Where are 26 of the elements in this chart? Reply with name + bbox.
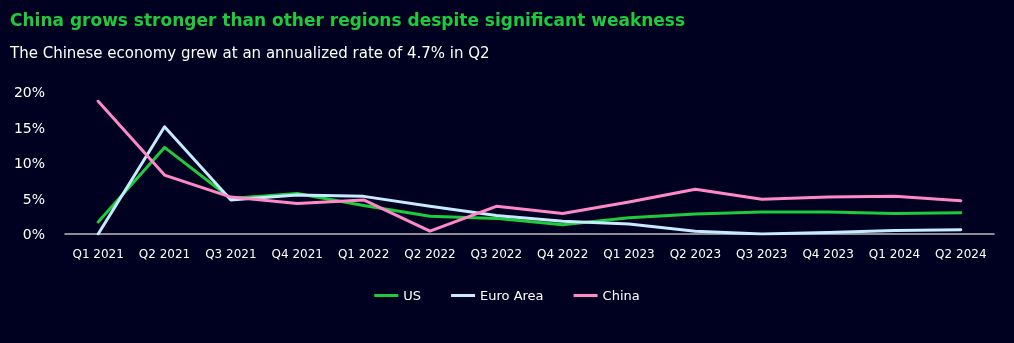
y-tick-label: 10% xyxy=(13,155,45,171)
x-tick-label: Q4 2023 xyxy=(802,247,854,261)
x-tick-label: Q4 2022 xyxy=(536,247,589,261)
legend-label: China xyxy=(602,288,640,303)
chart-subtitle: The Chinese economy grew at an annualized rate of 4.7% in Q2 xyxy=(9,43,490,62)
line-series xyxy=(96,99,963,233)
x-tick-label: Q1 2023 xyxy=(603,247,655,261)
y-tick-label: 15% xyxy=(13,119,45,136)
legend-label: US xyxy=(403,288,422,303)
x-tick-label: Q1 2024 xyxy=(868,247,921,261)
legend-label: Euro Area xyxy=(480,288,544,303)
x-tick-label: Q2 2024 xyxy=(935,247,987,261)
y-tick-label: 20% xyxy=(13,84,45,100)
x-tick-label: Q2 2022 xyxy=(404,247,456,261)
x-tick-label: Q3 2022 xyxy=(470,247,523,261)
y-tick-label: 0% xyxy=(22,226,45,242)
x-tick-label: Q3 2021 xyxy=(205,247,257,261)
x-tick-label: Q1 2021 xyxy=(72,247,124,261)
x-tick-label: Q2 2021 xyxy=(138,247,191,261)
chart-title: China grows stronger than other regions despite significant weakness xyxy=(10,9,686,30)
x-tick-label: Q1 2022 xyxy=(337,247,390,261)
x-tick-label: Q3 2023 xyxy=(736,247,788,261)
x-tick-label: Q2 2023 xyxy=(669,247,722,261)
y-tick-label: 5% xyxy=(22,190,45,207)
x-tick-label: Q4 2021 xyxy=(271,247,323,261)
line-series xyxy=(96,125,963,236)
